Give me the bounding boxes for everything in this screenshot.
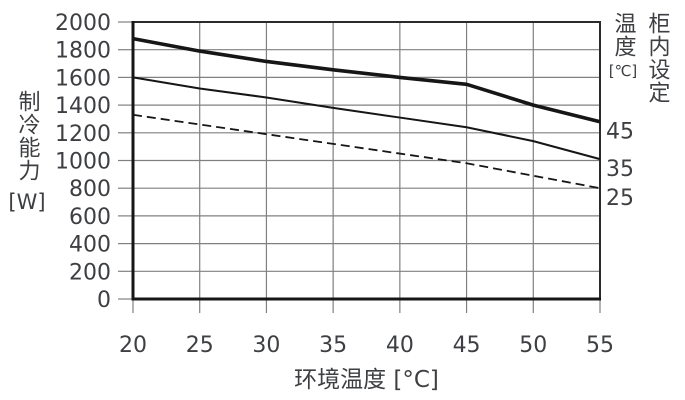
legend-title-temperature-unit: [℃] [608,62,638,80]
x-axis-title: 环境温度 [°C] [294,367,439,393]
x-tick-label: 40 [386,333,414,358]
y-tick-label: 1800 [55,39,111,64]
legend-title-cabinet-set: 柜内设定 [641,12,673,104]
y-axis-title-text: 制冷能力 [14,90,40,182]
series-end-label-set-45: 45 [606,120,634,145]
x-tick-label: 35 [319,333,347,358]
y-axis-title: 制冷能力 [W] [6,90,48,214]
x-tick-label: 45 [453,333,481,358]
y-tick-label: 600 [69,205,111,230]
y-tick-label: 1000 [55,150,111,175]
y-tick-label: 800 [69,177,111,202]
y-axis-unit: [W] [8,190,46,214]
legend-title-cabinet-set-text: 柜内设定 [644,12,670,104]
legend-title-temperature-text: 温度 [610,12,636,58]
x-tick-label: 30 [252,333,280,358]
y-tick-label: 0 [97,288,111,313]
y-tick-label: 1400 [55,94,111,119]
y-tick-label: 1200 [55,122,111,147]
series-end-label-set-35: 35 [606,157,634,182]
x-tick-label: 25 [186,333,214,358]
y-tick-label: 200 [69,260,111,285]
y-tick-label: 400 [69,233,111,258]
y-tick-label: 2000 [55,11,111,36]
series-line-set-35 [132,76,601,161]
x-tick-label: 50 [519,333,547,358]
legend-title-temperature: 温度 [℃] [606,12,640,80]
x-tick-label: 55 [586,333,614,358]
y-tick-label: 1600 [55,66,111,91]
series-end-label-set-25: 25 [606,186,634,211]
x-tick-label: 20 [119,333,147,358]
series-line-set-25 [132,113,601,190]
series-line-set-45 [132,36,601,124]
